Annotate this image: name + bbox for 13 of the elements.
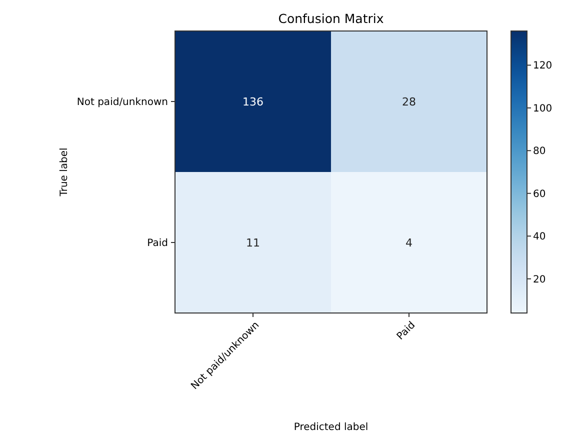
color-bar-label: 20: [533, 274, 546, 286]
chart-title: Confusion Matrix: [278, 11, 384, 26]
color-bar-label: 80: [533, 146, 546, 158]
data-label: 11: [246, 236, 260, 250]
data-label: 28: [402, 95, 416, 108]
color-bar-label: 100: [533, 103, 552, 114]
color-bar-label: 120: [533, 60, 552, 72]
data-label: 4: [406, 236, 412, 250]
data-label: 136: [242, 95, 264, 108]
x-axis-title: Predicted label: [294, 422, 368, 433]
color-bar-label: 60: [533, 188, 546, 200]
color-bar-label: 40: [533, 232, 546, 243]
y-axis-title: True label: [59, 148, 70, 198]
